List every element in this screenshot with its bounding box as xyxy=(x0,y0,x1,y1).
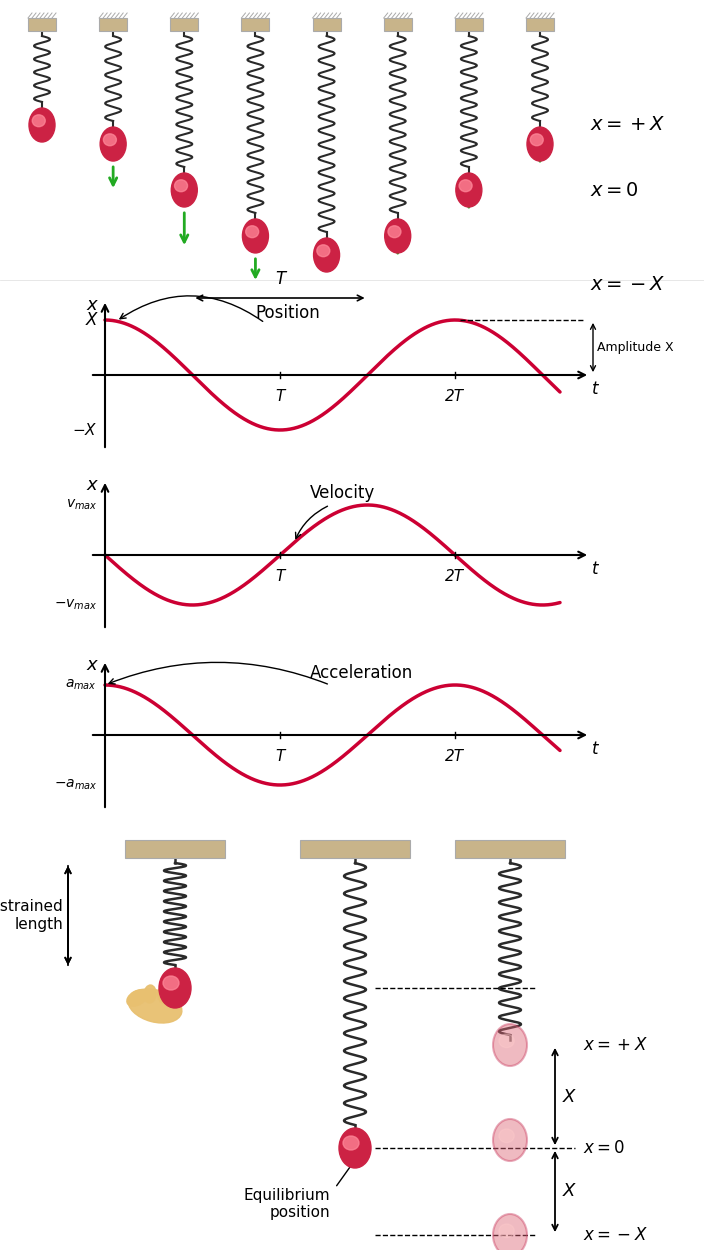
Text: t: t xyxy=(592,380,598,398)
Text: $a_{max}$: $a_{max}$ xyxy=(65,678,97,692)
Text: 2T: 2T xyxy=(446,389,465,404)
Ellipse shape xyxy=(128,989,182,1022)
Ellipse shape xyxy=(242,219,268,253)
Ellipse shape xyxy=(499,1034,514,1048)
Ellipse shape xyxy=(159,968,191,1008)
Ellipse shape xyxy=(175,180,187,191)
Ellipse shape xyxy=(493,1214,527,1250)
Text: 2T: 2T xyxy=(446,569,465,584)
Ellipse shape xyxy=(144,985,156,1002)
Ellipse shape xyxy=(343,1136,359,1150)
Text: x: x xyxy=(87,476,97,494)
FancyBboxPatch shape xyxy=(526,18,554,31)
Ellipse shape xyxy=(527,127,553,161)
Ellipse shape xyxy=(493,1119,527,1161)
FancyBboxPatch shape xyxy=(170,18,199,31)
FancyBboxPatch shape xyxy=(313,18,341,31)
Ellipse shape xyxy=(171,173,197,208)
Ellipse shape xyxy=(493,1024,527,1066)
Text: $-X$: $-X$ xyxy=(72,422,97,437)
Ellipse shape xyxy=(163,976,179,990)
Text: $v_{max}$: $v_{max}$ xyxy=(65,498,97,512)
Ellipse shape xyxy=(313,238,339,272)
Ellipse shape xyxy=(530,134,543,146)
Ellipse shape xyxy=(100,127,126,161)
Ellipse shape xyxy=(388,226,401,238)
FancyBboxPatch shape xyxy=(384,18,412,31)
Ellipse shape xyxy=(158,985,170,1002)
Text: Equilibrium
position: Equilibrium position xyxy=(244,1188,330,1220)
Text: T: T xyxy=(275,749,284,764)
FancyBboxPatch shape xyxy=(241,18,270,31)
Text: Amplitude X: Amplitude X xyxy=(597,341,674,354)
Text: $x = +X$: $x = +X$ xyxy=(583,1036,648,1054)
Text: $x = 0$: $x = 0$ xyxy=(583,1139,625,1158)
Text: $-a_{max}$: $-a_{max}$ xyxy=(54,778,97,792)
FancyBboxPatch shape xyxy=(28,18,56,31)
FancyBboxPatch shape xyxy=(455,18,483,31)
FancyBboxPatch shape xyxy=(125,840,225,858)
Text: Velocity: Velocity xyxy=(310,484,375,502)
Text: t: t xyxy=(592,740,598,758)
Text: Unstrained
length: Unstrained length xyxy=(0,899,63,931)
Text: Position: Position xyxy=(255,304,320,322)
Ellipse shape xyxy=(459,180,472,191)
Ellipse shape xyxy=(172,985,184,1002)
Ellipse shape xyxy=(456,173,482,208)
Text: X: X xyxy=(86,311,97,329)
Text: $-v_{max}$: $-v_{max}$ xyxy=(54,598,97,612)
Text: T: T xyxy=(275,569,284,584)
Ellipse shape xyxy=(317,245,329,256)
Ellipse shape xyxy=(127,990,147,1006)
Text: X: X xyxy=(563,1182,575,1200)
FancyBboxPatch shape xyxy=(99,18,127,31)
Text: $x = -X$: $x = -X$ xyxy=(590,275,666,295)
Text: Acceleration: Acceleration xyxy=(310,664,413,682)
Ellipse shape xyxy=(29,107,55,142)
Text: $x = -X$: $x = -X$ xyxy=(583,1226,648,1244)
Text: $x = 0$: $x = 0$ xyxy=(590,180,639,200)
Text: T: T xyxy=(275,389,284,404)
Text: X: X xyxy=(563,1088,575,1105)
Text: x: x xyxy=(87,656,97,674)
Ellipse shape xyxy=(32,115,45,126)
Ellipse shape xyxy=(339,1128,371,1168)
Text: x: x xyxy=(87,296,97,314)
Text: 2T: 2T xyxy=(446,749,465,764)
FancyBboxPatch shape xyxy=(455,840,565,858)
Ellipse shape xyxy=(384,219,410,253)
Ellipse shape xyxy=(246,226,258,238)
FancyBboxPatch shape xyxy=(300,840,410,858)
Ellipse shape xyxy=(499,1224,514,1238)
Text: t: t xyxy=(592,560,598,578)
Text: T: T xyxy=(275,270,285,288)
Ellipse shape xyxy=(103,134,116,146)
Text: $x = +X$: $x = +X$ xyxy=(590,115,666,135)
Ellipse shape xyxy=(499,1129,514,1142)
